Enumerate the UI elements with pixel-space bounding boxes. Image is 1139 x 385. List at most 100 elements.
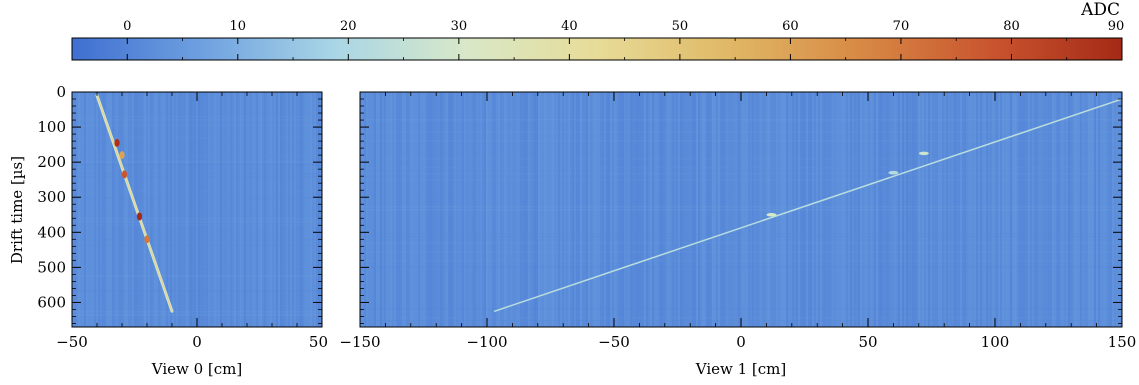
noise-stripe — [446, 92, 448, 327]
noise-stripe — [676, 92, 678, 327]
noise-stripe — [302, 92, 304, 327]
noise-stripe — [138, 92, 140, 327]
noise-stripe — [1036, 92, 1038, 327]
noise-stripe — [826, 92, 828, 327]
noise-stripe — [918, 92, 920, 327]
noise-stripe — [1038, 92, 1040, 327]
noise-stripe — [836, 92, 838, 327]
noise-stripe — [390, 92, 392, 327]
noise-stripe — [758, 92, 760, 327]
noise-stripe — [180, 92, 182, 327]
noise-stripe — [222, 92, 224, 327]
noise-stripe — [228, 92, 230, 327]
noise-stripe — [152, 92, 154, 327]
noise-streak — [72, 245, 322, 247]
noise-stripe — [214, 92, 216, 327]
noise-stripe — [510, 92, 512, 327]
noise-stripe — [1026, 92, 1028, 327]
noise-stripe — [1066, 92, 1068, 327]
noise-stripe — [128, 92, 130, 327]
noise-stripe — [1008, 92, 1010, 327]
noise-stripe — [466, 92, 468, 327]
noise-streak — [360, 158, 1122, 160]
noise-stripe — [954, 92, 956, 327]
noise-stripe — [470, 92, 472, 327]
noise-stripe — [1112, 92, 1114, 327]
noise-streak — [360, 167, 1122, 169]
noise-stripe — [1116, 92, 1118, 327]
noise-stripe — [720, 92, 722, 327]
noise-stripe — [410, 92, 412, 327]
noise-stripe — [700, 92, 702, 327]
noise-streak — [72, 125, 322, 127]
noise-stripe — [1094, 92, 1096, 327]
noise-stripe — [696, 92, 698, 327]
noise-stripe — [1114, 92, 1116, 327]
noise-stripe — [258, 92, 260, 327]
noise-stripe — [382, 92, 384, 327]
noise-stripe — [1042, 92, 1044, 327]
noise-streak — [72, 161, 322, 163]
noise-stripe — [424, 92, 426, 327]
noise-stripe — [542, 92, 544, 327]
noise-stripe — [262, 92, 264, 327]
noise-stripe — [992, 92, 994, 327]
noise-streak — [360, 146, 1122, 148]
noise-stripe — [860, 92, 862, 327]
noise-stripe — [616, 92, 618, 327]
noise-stripe — [482, 92, 484, 327]
colorbar-tick-label: 0 — [123, 19, 131, 34]
noise-stripe — [220, 92, 222, 327]
view0-wire-noise — [72, 92, 322, 327]
noise-stripe — [964, 92, 966, 327]
colorbar-tick-label: 20 — [340, 19, 357, 34]
noise-stripe — [654, 92, 656, 327]
noise-stripe — [110, 92, 112, 327]
noise-stripe — [320, 92, 322, 327]
noise-stripe — [550, 92, 552, 327]
noise-stripe — [598, 92, 600, 327]
colorbar: 0 10 20 30 40 50 60 70 80 90 ADC — [71, 0, 1124, 61]
noise-stripe — [94, 92, 96, 327]
noise-streak — [360, 206, 1122, 208]
noise-stripe — [1028, 92, 1030, 327]
noise-stripe — [920, 92, 922, 327]
noise-stripe — [72, 92, 74, 327]
noise-stripe — [748, 92, 750, 327]
noise-stripe — [400, 92, 402, 327]
y-tick-label: 600 — [37, 293, 66, 311]
noise-stripe — [728, 92, 730, 327]
x-tick-label: 0 — [192, 333, 202, 351]
noise-stripe — [474, 92, 476, 327]
noise-stripe — [656, 92, 658, 327]
noise-stripe — [646, 92, 648, 327]
noise-stripe — [960, 92, 962, 327]
noise-stripe — [734, 92, 736, 327]
noise-stripe — [1080, 92, 1082, 327]
noise-stripe — [760, 92, 762, 327]
noise-stripe — [718, 92, 720, 327]
noise-stripe — [984, 92, 986, 327]
noise-stripe — [472, 92, 474, 327]
noise-stripe — [88, 92, 90, 327]
noise-stripe — [746, 92, 748, 327]
noise-stripe — [300, 92, 302, 327]
noise-stripe — [924, 92, 926, 327]
noise-stripe — [536, 92, 538, 327]
noise-stripe — [526, 92, 528, 327]
noise-streak — [360, 131, 1122, 133]
noise-stripe — [80, 92, 82, 327]
noise-stripe — [76, 92, 78, 327]
hotspot — [918, 151, 929, 156]
y-tick-label: 200 — [37, 153, 66, 171]
hotspot — [144, 235, 150, 244]
noise-stripe — [1058, 92, 1060, 327]
noise-stripe — [172, 92, 174, 327]
noise-stripe — [154, 92, 156, 327]
noise-streak — [72, 221, 322, 223]
noise-stripe — [546, 92, 548, 327]
noise-stripe — [958, 92, 960, 327]
noise-stripe — [448, 92, 450, 327]
noise-stripe — [224, 92, 226, 327]
